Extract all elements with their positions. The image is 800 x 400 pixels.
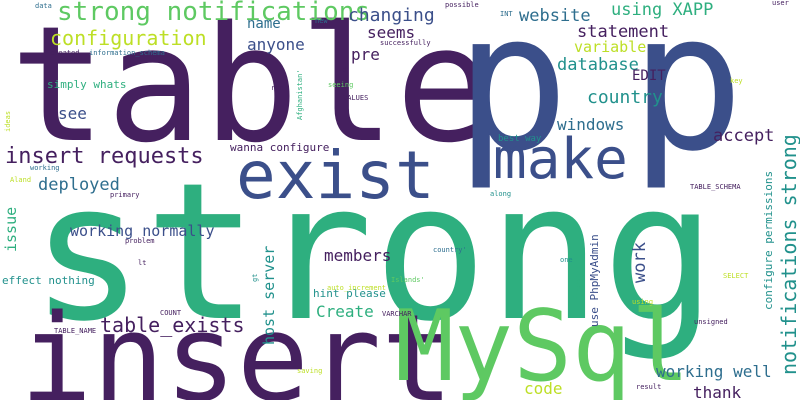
word-edit: EDIT (632, 68, 666, 84)
word-working: working (30, 164, 60, 172)
word-pre: pre (351, 45, 380, 64)
word-user: user (772, 0, 789, 7)
word-members: members (324, 246, 391, 265)
word-effect-nothing: effect nothing (2, 274, 95, 287)
word-afghanistan: Afghanistan' (296, 69, 304, 120)
word-use-phpmyadmin: use PhpMyAdmin (588, 234, 601, 327)
word-varchar: VARCHAR (382, 310, 412, 318)
word-configure-permissions: configure permissions (762, 171, 775, 310)
word-along: along (490, 190, 511, 198)
word-problem: problem (125, 237, 155, 245)
word-seems: seems (367, 23, 415, 42)
word-wanna-configure: wanna configure (230, 141, 329, 154)
word-make: make (493, 127, 628, 192)
word-p: p (455, 0, 569, 193)
word-table-name: TABLE_NAME (54, 327, 96, 335)
word-table-exists: table_exists (100, 313, 245, 337)
word-working-well: working well (656, 362, 772, 381)
word-saving: saving (297, 367, 322, 375)
word-simply-whats: simply whats (47, 78, 126, 91)
word-table: table (10, 0, 492, 178)
word-code: code (524, 379, 563, 398)
word-using: using (632, 298, 653, 306)
word-information-schema: information_schema (89, 49, 165, 57)
word-run: run (271, 84, 284, 92)
word-country: country (587, 87, 663, 108)
word-created: created (50, 49, 80, 57)
word-mysql: MySql (395, 290, 690, 400)
word-strong: strong (30, 142, 716, 363)
word-p: p (630, 0, 744, 193)
word-values: VALUES (343, 94, 368, 102)
word-successfully: successfully (380, 39, 431, 47)
word-exist: exist (236, 137, 435, 214)
word-select: SELECT (723, 272, 749, 280)
word-deployed: deployed (38, 175, 120, 195)
word-ideas: ideas (4, 111, 12, 132)
word-hint-please: hint please (313, 287, 386, 300)
word-data: data (35, 2, 52, 10)
word-new: new (315, 17, 328, 25)
word-unsigned: unsigned (694, 318, 728, 326)
word-gt: gt (251, 274, 259, 282)
word-insert: insert (20, 290, 453, 400)
word-count: COUNT (160, 309, 182, 317)
word-host-server: host server (260, 246, 278, 345)
word-id: id (338, 66, 346, 74)
word-variable: variable (574, 38, 646, 56)
word-using-xapp: using XAPP (611, 0, 713, 20)
word-key: key (730, 77, 743, 85)
word-possible: possible (445, 1, 479, 9)
word-table-schema: TABLE_SCHEMA (690, 183, 741, 191)
word-best-way: best way (498, 134, 542, 144)
word-one: one (560, 256, 573, 264)
word-website: website (519, 6, 591, 26)
word-thank: thank (693, 383, 742, 400)
word-create: Create (316, 302, 374, 321)
word-issue: issue (2, 207, 20, 252)
word-notifications-strong: notifications strong (777, 134, 800, 375)
word-windows: windows (557, 115, 624, 134)
word-changing: changing (348, 5, 435, 26)
word-database: database (557, 55, 639, 75)
word-auto-increment: auto_increment (327, 284, 386, 292)
word-country: country' (433, 246, 467, 254)
word-result: result (636, 383, 661, 391)
word-see: see (58, 104, 87, 123)
word-strong-notifications: strong notifications (57, 0, 370, 27)
word-configuration: configuration (50, 26, 207, 50)
word-primary: primary (110, 191, 140, 199)
word-insert-requests: insert requests (5, 144, 204, 169)
word-statement: statement (577, 22, 669, 42)
word-name: name (247, 16, 281, 32)
word-aland: Aland (10, 176, 31, 184)
word-seeing: seeing (328, 81, 353, 89)
word-work: work (630, 242, 650, 283)
word-islands: Islands' (391, 276, 425, 284)
word-two: two (570, 273, 588, 300)
word-lt: lt (138, 259, 146, 267)
word-accept: accept (713, 126, 774, 146)
word-working-normally: working normally (70, 222, 215, 240)
word-anyone: anyone (247, 35, 305, 54)
word-int: INT (500, 10, 513, 18)
